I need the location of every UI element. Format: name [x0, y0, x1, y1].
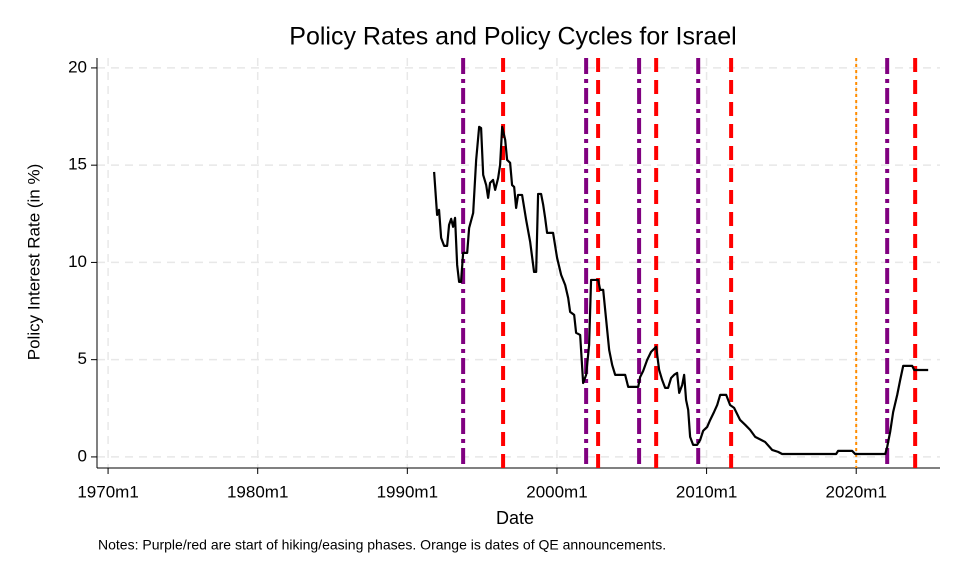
y-axis-label: Policy Interest Rate (in %) [24, 164, 43, 361]
y-tick-label: 15 [68, 155, 87, 174]
chart-note: Notes: Purple/red are start of hiking/ea… [98, 537, 666, 553]
rate-line [433, 125, 929, 456]
y-tick-label: 5 [78, 349, 87, 368]
x-axis-label: Date [496, 508, 534, 528]
x-tick-label: 2020m1 [825, 482, 886, 501]
x-tick-label: 1970m1 [77, 482, 138, 501]
x-tick-label: 2000m1 [526, 482, 587, 501]
y-tick-label: 10 [68, 252, 87, 271]
chart-title: Policy Rates and Policy Cycles for Israe… [289, 23, 736, 51]
y-tick-label: 0 [78, 446, 87, 465]
x-tick-label: 1990m1 [377, 482, 438, 501]
y-tick-label: 20 [68, 57, 87, 76]
x-tick-label: 1980m1 [227, 482, 288, 501]
x-tick-label: 2010m1 [676, 482, 737, 501]
